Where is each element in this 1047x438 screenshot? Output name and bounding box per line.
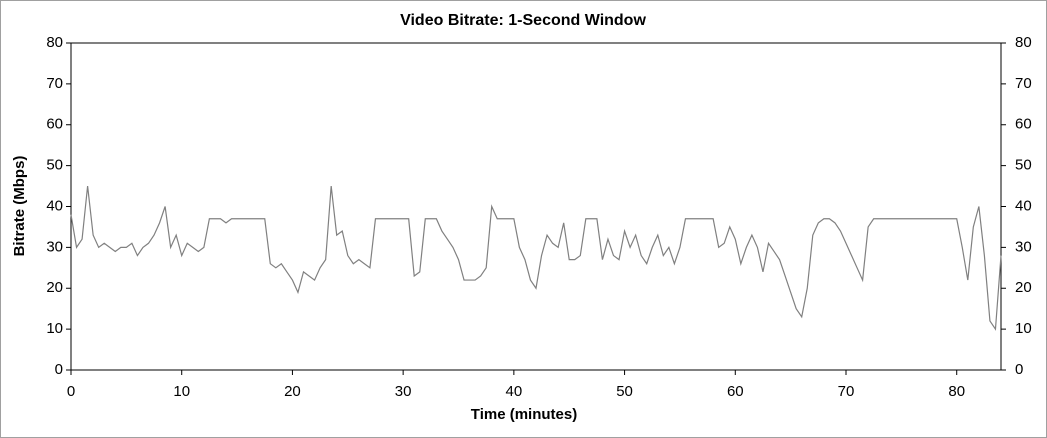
y2-tick-label: 30 bbox=[1015, 238, 1032, 255]
y-tick-label: 80 bbox=[46, 34, 63, 51]
y-tick-label: 40 bbox=[46, 197, 63, 214]
x-tick-label: 40 bbox=[506, 383, 523, 400]
y-tick-label: 20 bbox=[46, 279, 63, 296]
chart-title: Video Bitrate: 1-Second Window bbox=[400, 12, 646, 29]
y-tick-label: 50 bbox=[46, 157, 63, 174]
x-tick-label: 50 bbox=[616, 383, 633, 400]
y2-tick-label: 40 bbox=[1015, 197, 1032, 214]
y-tick-label: 10 bbox=[46, 320, 63, 337]
y-tick-label: 60 bbox=[46, 116, 63, 133]
x-tick-label: 20 bbox=[284, 383, 301, 400]
y-axis-label: Bitrate (Mbps) bbox=[11, 156, 28, 257]
y2-tick-label: 0 bbox=[1015, 361, 1023, 378]
y2-tick-label: 70 bbox=[1015, 75, 1032, 92]
y-tick-label: 0 bbox=[55, 361, 63, 378]
y2-tick-label: 50 bbox=[1015, 157, 1032, 174]
x-tick-label: 80 bbox=[948, 383, 965, 400]
y2-tick-label: 60 bbox=[1015, 116, 1032, 133]
x-tick-label: 70 bbox=[838, 383, 855, 400]
y2-tick-label: 10 bbox=[1015, 320, 1032, 337]
x-tick-label: 60 bbox=[727, 383, 744, 400]
x-tick-label: 30 bbox=[395, 383, 412, 400]
x-tick-label: 0 bbox=[67, 383, 75, 400]
y2-tick-label: 20 bbox=[1015, 279, 1032, 296]
y-tick-label: 70 bbox=[46, 75, 63, 92]
y-tick-label: 30 bbox=[46, 238, 63, 255]
bitrate-line bbox=[70, 185, 1002, 331]
y2-tick-label: 80 bbox=[1015, 34, 1032, 51]
x-axis-label: Time (minutes) bbox=[471, 406, 577, 423]
x-tick-label: 10 bbox=[173, 383, 190, 400]
